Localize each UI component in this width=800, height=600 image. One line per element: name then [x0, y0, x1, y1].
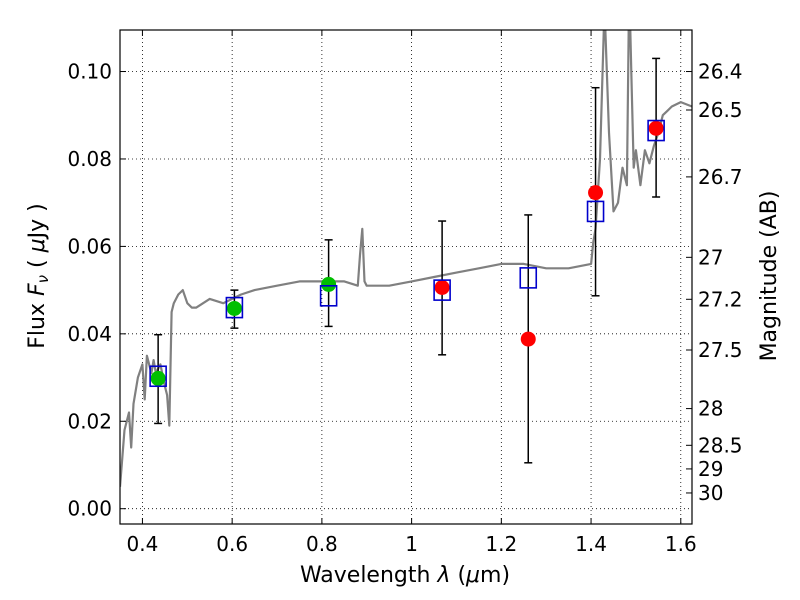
y-tick-label: 0.08 — [67, 147, 112, 171]
magnitude-tick-label: 27.2 — [698, 287, 743, 311]
x-tick-label: 1 — [405, 532, 418, 556]
magnitude-tick-label: 29 — [698, 457, 723, 481]
magnitude-tick-label: 30 — [698, 481, 723, 505]
magnitude-tick-label: 28.5 — [698, 433, 743, 457]
plot-area — [120, 30, 692, 487]
magnitude-tick-label: 26.7 — [698, 165, 743, 189]
x-tick-label: 0.4 — [127, 532, 159, 556]
model-flux-square — [149, 365, 167, 388]
model-flux-square — [647, 119, 665, 142]
plot-frame — [119, 29, 693, 525]
magnitude-tick-label: 27 — [698, 245, 723, 269]
magnitude-tick-label: 27.5 — [698, 338, 743, 362]
x-axis-label: Wavelength λ (μm) — [300, 563, 510, 588]
photometry-point — [434, 279, 450, 295]
x-tick-label: 0.8 — [306, 532, 338, 556]
model-flux-square — [586, 200, 605, 223]
y-tick-label: 0.02 — [67, 409, 112, 433]
magnitude-tick-label: 26.5 — [698, 98, 743, 122]
y-tick-label: 0.06 — [67, 234, 112, 258]
y-tick-label: 0.00 — [67, 497, 112, 521]
photometry-point — [226, 300, 242, 316]
axes: 0.4 0.6 0.8 1 1.2 1.4 1.6 0.00 0.02 0.04 0.06 0.08 0… — [67, 29, 743, 556]
y-tick-label: 0.10 — [67, 60, 112, 84]
photometry-point — [520, 331, 536, 347]
photometry-point — [321, 276, 337, 292]
model-flux-square — [225, 296, 244, 319]
photometry-point — [648, 120, 664, 136]
x-tick-label: 1.2 — [485, 532, 517, 556]
model-spectrum-line — [120, 30, 692, 487]
magnitude-axis-label: Magnitude (AB) — [757, 191, 782, 362]
photometry-point — [588, 185, 604, 201]
x-tick-label: 0.6 — [216, 532, 248, 556]
magnitude-tick-label: 26.4 — [698, 60, 743, 84]
y-axis-label: Flux Fν ( μJy ) — [25, 203, 52, 348]
x-tick-label: 1.6 — [665, 532, 697, 556]
model-flux-square — [519, 267, 538, 289]
grid-lines — [120, 30, 692, 524]
y-tick-label: 0.04 — [67, 322, 112, 346]
x-tick-label: 1.4 — [575, 532, 607, 556]
magnitude-tick-label: 28 — [698, 397, 723, 421]
model-flux-square — [319, 284, 338, 307]
photometry-point — [150, 370, 166, 386]
model-flux-square — [433, 279, 451, 301]
